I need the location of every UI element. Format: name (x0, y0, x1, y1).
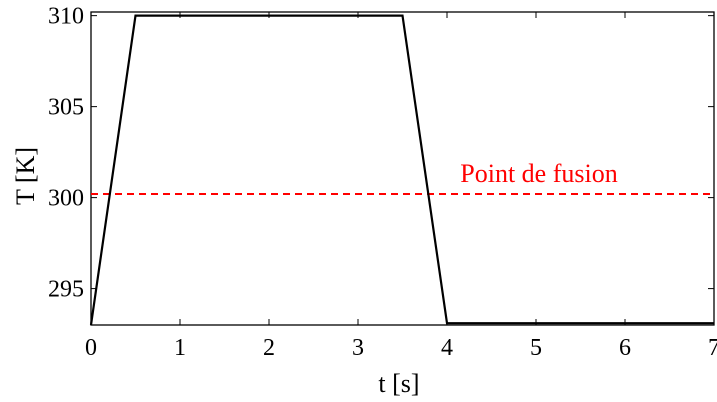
x-tick-label: 0 (85, 335, 97, 361)
y-tick-label: 300 (48, 186, 84, 212)
x-tick-label: 4 (441, 335, 453, 361)
plot-frame (90, 11, 715, 326)
plot-area (90, 11, 715, 326)
y-axis-ticks: 295 300 305 310 (48, 4, 714, 303)
y-tick-label: 310 (48, 4, 84, 30)
x-tick-label: 3 (352, 335, 364, 361)
y-tick-label: 305 (48, 95, 84, 121)
x-tick-label: 5 (530, 335, 542, 361)
y-tick-label: 295 (48, 277, 84, 303)
x-tick-label: 7 (708, 335, 717, 361)
y-axis-label: T [K] (11, 147, 40, 205)
x-tick-label: 2 (263, 335, 275, 361)
x-tick-label: 6 (619, 335, 631, 361)
x-axis-label: t [s] (378, 369, 419, 398)
melting-point-label: Point de fusion (460, 159, 617, 188)
x-axis-ticks: 0 1 2 3 4 5 6 7 (85, 12, 717, 361)
reference-layer: Point de fusion (91, 159, 714, 195)
x-tick-label: 1 (174, 335, 186, 361)
